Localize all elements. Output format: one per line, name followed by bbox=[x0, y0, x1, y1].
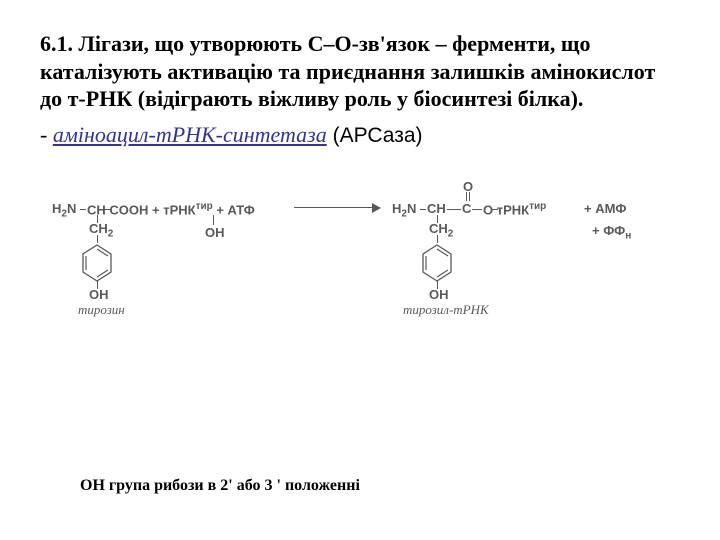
reaction-diagram: H2N CH COOH + тРНКтир + АТФ OH CH2 OH ти… bbox=[40, 179, 680, 339]
footnote: OH група рибози в 2' або 3 ' положенні bbox=[80, 477, 360, 495]
right-h2n: H2N bbox=[392, 201, 416, 220]
left-benzene-ring bbox=[80, 243, 114, 283]
left-trna-oh: OH bbox=[205, 225, 225, 240]
right-dbl-2 bbox=[469, 192, 470, 201]
right-ch-c-bond bbox=[447, 209, 461, 210]
right-n-ch-bond bbox=[420, 209, 426, 210]
enzyme-name: аміноацил-тРНК-синтетаза bbox=[53, 122, 327, 147]
left-oh: OH bbox=[89, 287, 109, 302]
bond-nh-ch bbox=[80, 209, 86, 210]
left-ch-cooh: CH COOH + тРНКтир + АТФ bbox=[87, 201, 255, 217]
left-ch2-ring-bond bbox=[97, 235, 98, 243]
left-trna-bond bbox=[213, 215, 214, 225]
right-dbl-1 bbox=[466, 192, 467, 201]
slide-root: 6.1. Лігази, що утворюють С–О-зв'язок – … bbox=[0, 0, 720, 540]
right-o-trna-bond bbox=[492, 209, 498, 210]
bond-ch-c bbox=[104, 209, 110, 210]
right-label: тирозил-тРНК bbox=[403, 302, 489, 318]
right-ch2: CH2 bbox=[429, 221, 453, 240]
right-c-o-bond bbox=[472, 209, 482, 210]
dash: - bbox=[40, 122, 53, 147]
right-ch: CH bbox=[427, 201, 446, 216]
enzyme-paren: (АРСаза) bbox=[327, 124, 423, 147]
reaction-arrow bbox=[294, 207, 380, 208]
enzyme-line: - аміноацил-тРНК-синтетаза (АРСаза) bbox=[40, 121, 680, 150]
right-c: C bbox=[462, 201, 471, 216]
right-benzene-ring bbox=[420, 243, 454, 283]
right-amp: + АМФ bbox=[584, 201, 627, 216]
left-label: тирозин bbox=[78, 302, 125, 318]
main-paragraph: 6.1. Лігази, що утворюють С–О-зв'язок – … bbox=[40, 30, 680, 113]
right-oh: OH bbox=[429, 287, 449, 302]
left-ch2: CH2 bbox=[89, 221, 113, 240]
right-ppi: + ФФн bbox=[592, 223, 631, 242]
left-h2n: H2N bbox=[52, 201, 76, 220]
right-ch2-ring-bond bbox=[437, 235, 438, 243]
